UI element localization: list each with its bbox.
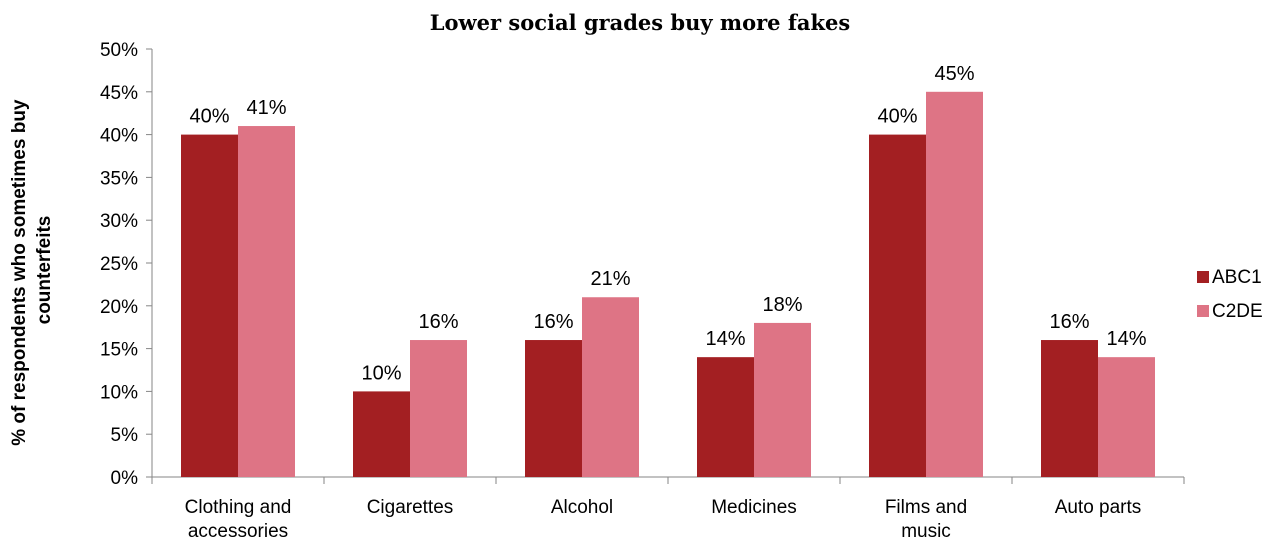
legend-label-c2de: C2DE (1212, 301, 1263, 322)
bar-c2de (582, 297, 639, 477)
legend: ABC1 C2DE (1197, 267, 1263, 322)
category-labels: Clothing and accessories Cigarettes Alcohol… (185, 497, 1142, 542)
bar-abc1 (869, 134, 926, 477)
legend-swatch-c2de (1197, 305, 1209, 317)
data-label: 21% (590, 268, 630, 290)
y-axis-label-line-2: counterfeits (34, 216, 55, 325)
data-label: 40% (877, 106, 917, 128)
data-label: 41% (246, 97, 286, 119)
data-label: 18% (762, 294, 802, 316)
y-tick-label: 45% (100, 83, 138, 104)
y-tick-label: 15% (100, 340, 138, 361)
y-axis-label: % of respondents who sometimes buy count… (9, 94, 55, 446)
bar-c2de (926, 91, 983, 478)
data-label: 14% (705, 328, 745, 350)
y-tick-label: 10% (100, 382, 138, 403)
y-tick-label: 35% (100, 168, 138, 189)
y-tick-label: 30% (100, 211, 138, 232)
data-label: 16% (418, 311, 458, 333)
data-label: 16% (533, 311, 573, 333)
legend-swatch-abc1 (1197, 271, 1209, 283)
y-tick-label: 20% (100, 297, 138, 318)
y-tick-label: 5% (111, 425, 139, 446)
category-label: Auto parts (1055, 497, 1142, 518)
data-label: 45% (934, 63, 974, 85)
category-label: Cigarettes (367, 497, 454, 518)
data-label: 16% (1049, 311, 1089, 333)
chart-title: Lower social grades buy more fakes (430, 10, 850, 35)
y-tick-label: 40% (100, 126, 138, 147)
category-label: Alcohol (551, 497, 613, 518)
data-label: 10% (361, 362, 401, 384)
bar-abc1 (181, 134, 238, 477)
legend-label-abc1: ABC1 (1212, 267, 1262, 288)
bar-abc1 (353, 391, 410, 477)
data-labels: 40% 41% 10% 16% 16% 21% 14% 18% 40% 45% 16% 14% (189, 63, 1146, 385)
bar-c2de (1098, 357, 1155, 477)
data-label: 40% (189, 106, 229, 128)
y-tick-label: 25% (100, 254, 138, 275)
bar-abc1 (1041, 340, 1098, 477)
bar-c2de (410, 340, 467, 477)
bar-abc1 (525, 340, 582, 477)
axes: 0% 5% 10% 15% 20% 25% 30% 35% 40% 45% 50% (100, 40, 1185, 489)
data-label: 14% (1106, 328, 1146, 350)
bar-c2de (754, 322, 811, 477)
y-tick-label: 50% (100, 40, 138, 61)
bars (181, 91, 1155, 478)
y-tick-label: 0% (111, 468, 139, 489)
bar-c2de (238, 126, 295, 477)
category-label: Clothing and accessories (185, 497, 292, 542)
y-axis-label-line-1: % of respondents who sometimes buy (9, 99, 30, 446)
bar-abc1 (697, 357, 754, 477)
category-label: Films and music (885, 497, 967, 542)
category-label: Medicines (711, 497, 797, 518)
